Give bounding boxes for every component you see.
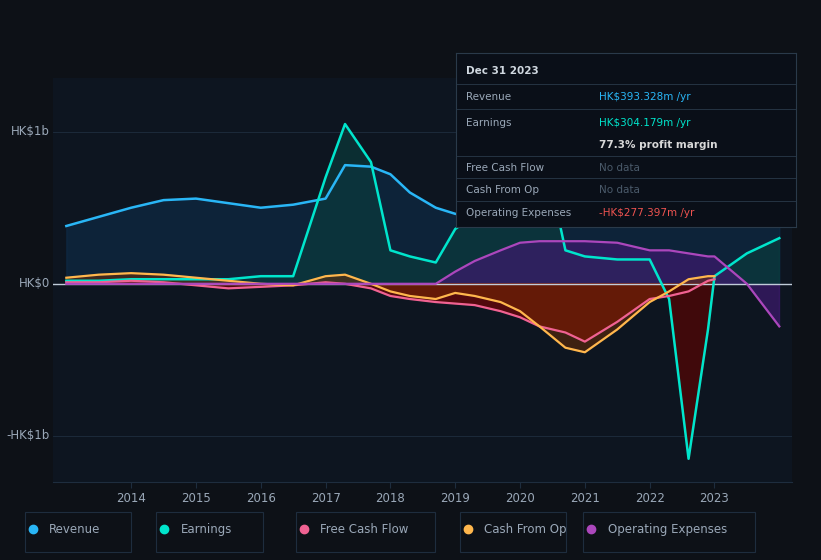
Text: Revenue: Revenue [49,522,101,536]
Text: Earnings: Earnings [181,522,232,536]
Text: Cash From Op: Cash From Op [466,185,539,195]
Text: Operating Expenses: Operating Expenses [608,522,727,536]
Text: Operating Expenses: Operating Expenses [466,208,571,218]
Text: HK$1b: HK$1b [11,125,50,138]
Text: Dec 31 2023: Dec 31 2023 [466,66,539,76]
Text: Revenue: Revenue [466,92,511,101]
Text: Earnings: Earnings [466,118,511,128]
Text: -HK$277.397m /yr: -HK$277.397m /yr [599,208,694,218]
Text: No data: No data [599,163,640,173]
Text: -HK$1b: -HK$1b [7,430,50,442]
Text: 77.3% profit margin: 77.3% profit margin [599,140,718,150]
Text: No data: No data [599,185,640,195]
Text: Free Cash Flow: Free Cash Flow [466,163,544,173]
Text: Free Cash Flow: Free Cash Flow [320,522,409,536]
Text: HK$393.328m /yr: HK$393.328m /yr [599,92,690,101]
Text: HK$0: HK$0 [18,277,50,290]
Text: HK$304.179m /yr: HK$304.179m /yr [599,118,690,128]
Text: Cash From Op: Cash From Op [484,522,566,536]
